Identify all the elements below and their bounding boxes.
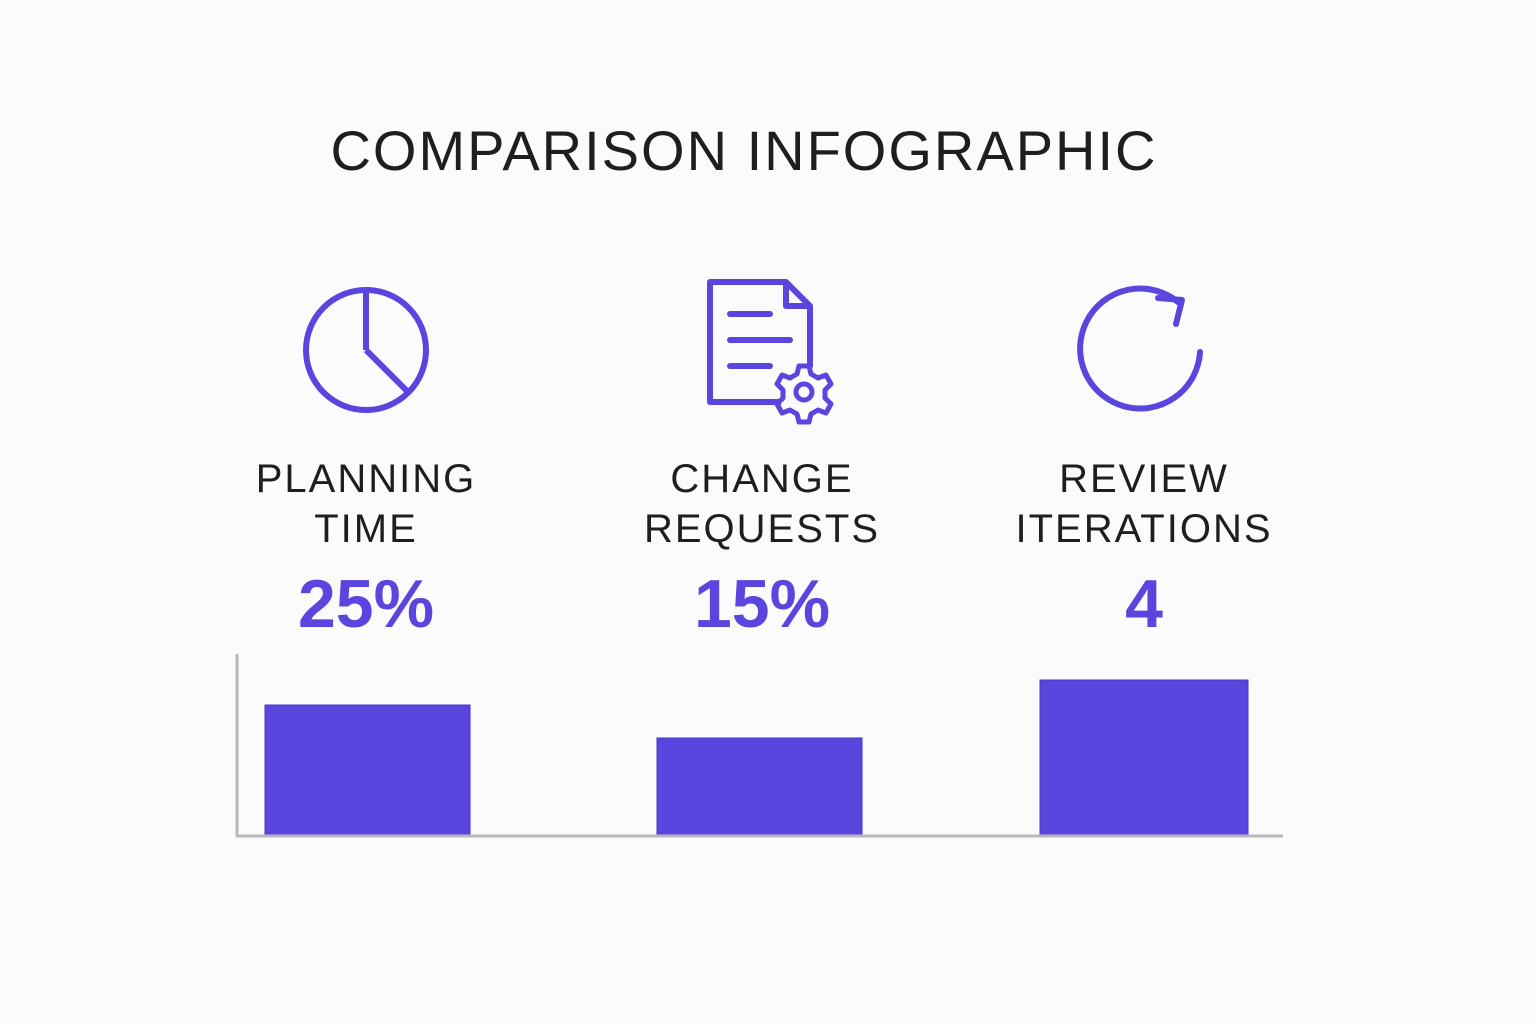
metric-value: 15%: [693, 566, 831, 642]
bar-1: [656, 737, 863, 836]
refresh-icon: [964, 270, 1324, 430]
metric-review-iterations: REVIEW ITERATIONS 4: [964, 270, 1324, 642]
metric-label: REVIEW ITERATIONS: [1015, 457, 1273, 551]
metric-value: 4: [1125, 566, 1163, 642]
metric-label: PLANNING TIME: [255, 457, 477, 551]
pie-clock-icon: [186, 270, 546, 430]
metric-change-requests: CHANGE REQUESTS 15%: [582, 270, 942, 642]
metric-label: CHANGE REQUESTS: [643, 457, 881, 551]
document-gear-icon: [582, 270, 942, 430]
metric-value: 25%: [297, 566, 435, 642]
page-title: COMPARISON INFOGRAPHIC: [330, 119, 1158, 182]
bar-2: [1039, 679, 1249, 836]
metric-planning-time: PLANNING TIME 25%: [186, 270, 546, 642]
bar-0: [264, 704, 471, 836]
